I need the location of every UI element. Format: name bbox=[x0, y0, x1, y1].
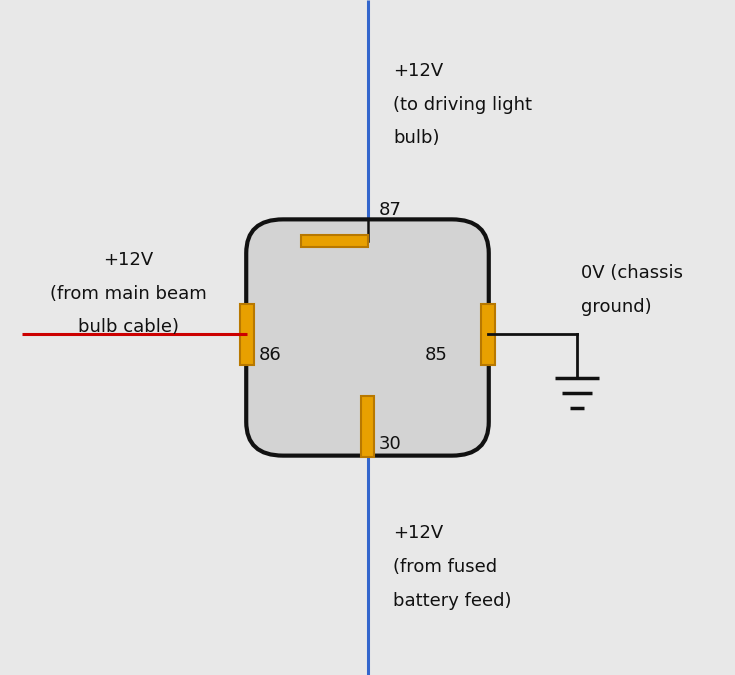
Text: battery feed): battery feed) bbox=[393, 592, 512, 610]
Text: 86: 86 bbox=[259, 346, 282, 365]
Text: +12V: +12V bbox=[393, 524, 443, 542]
Bar bbox=[361, 396, 374, 457]
Text: bulb cable): bulb cable) bbox=[78, 319, 179, 336]
Text: 85: 85 bbox=[425, 346, 448, 365]
Text: (to driving light: (to driving light bbox=[393, 96, 532, 113]
Text: ground): ground) bbox=[581, 298, 651, 316]
Text: 30: 30 bbox=[379, 435, 401, 454]
Bar bbox=[301, 235, 368, 247]
FancyBboxPatch shape bbox=[246, 219, 489, 456]
Bar bbox=[240, 304, 254, 364]
Text: bulb): bulb) bbox=[393, 130, 440, 147]
Text: (from main beam: (from main beam bbox=[50, 285, 207, 302]
Bar bbox=[481, 304, 495, 364]
Text: +12V: +12V bbox=[393, 62, 443, 80]
Text: +12V: +12V bbox=[104, 251, 154, 269]
Text: (from fused: (from fused bbox=[393, 558, 498, 576]
Text: 87: 87 bbox=[379, 200, 401, 219]
Text: 0V (chassis: 0V (chassis bbox=[581, 265, 683, 282]
